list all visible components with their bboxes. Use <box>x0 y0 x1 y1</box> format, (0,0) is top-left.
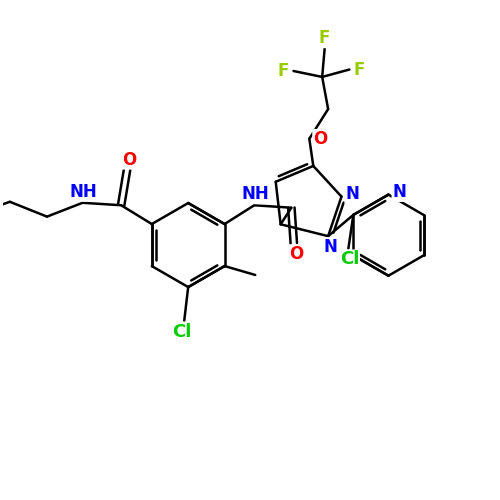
Text: O: O <box>122 151 136 169</box>
Text: Cl: Cl <box>172 322 192 340</box>
Text: F: F <box>278 62 289 80</box>
Text: N: N <box>392 183 406 201</box>
Text: NH: NH <box>70 183 98 201</box>
Text: NH: NH <box>242 186 269 204</box>
Text: O: O <box>313 130 328 148</box>
Text: N: N <box>324 238 338 256</box>
Text: N: N <box>346 185 360 203</box>
Text: F: F <box>319 30 330 48</box>
Text: O: O <box>289 245 304 263</box>
Text: F: F <box>354 60 365 78</box>
Text: Cl: Cl <box>340 250 359 268</box>
